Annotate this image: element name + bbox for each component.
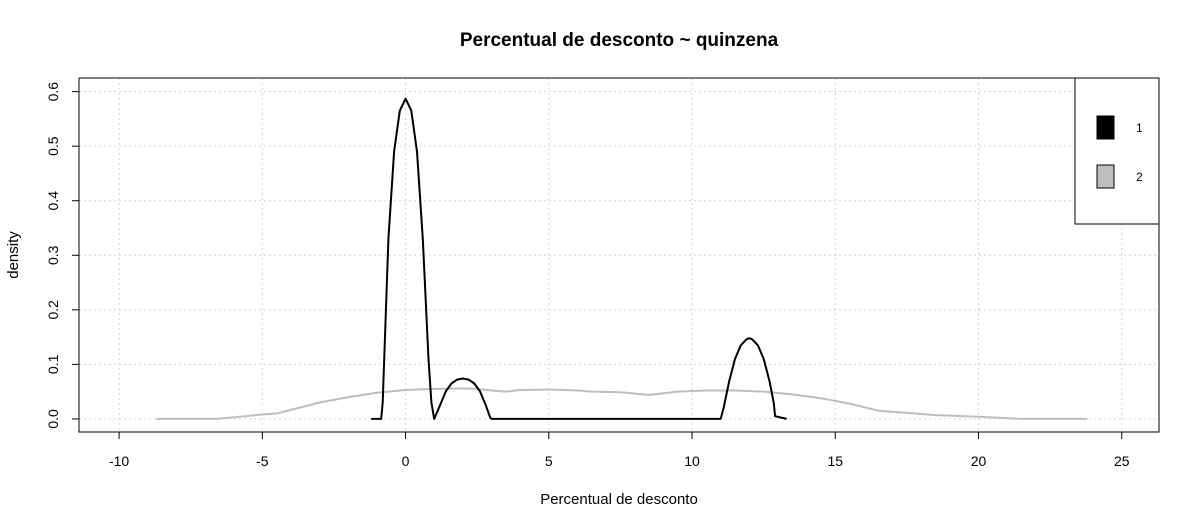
x-tick-label: -5 bbox=[256, 453, 269, 469]
legend-label-2: 2 bbox=[1136, 170, 1143, 184]
y-tick-label: 0.2 bbox=[45, 300, 61, 320]
x-axis-label: Percentual de desconto bbox=[540, 491, 698, 508]
x-tick-label: 5 bbox=[545, 453, 553, 469]
y-axis: 0.0 0.1 0.2 0.3 0.4 0.5 0.6 bbox=[45, 82, 80, 429]
chart-title: Percentual de desconto ~ quinzena bbox=[460, 30, 779, 51]
y-tick-label: 0.6 bbox=[45, 82, 61, 102]
x-tick-label: 0 bbox=[402, 453, 410, 469]
legend-swatch-1 bbox=[1096, 115, 1115, 140]
legend: 1 2 bbox=[1074, 77, 1160, 225]
y-axis-label: density bbox=[5, 231, 22, 279]
x-tick-label: 10 bbox=[684, 453, 700, 469]
y-tick-label: 0.5 bbox=[45, 136, 61, 156]
series-line-1 bbox=[371, 97, 787, 420]
y-tick-label: 0.1 bbox=[45, 354, 61, 374]
series-layer bbox=[156, 97, 1088, 420]
x-axis: -10 -5 0 5 10 15 20 25 bbox=[109, 431, 1130, 469]
legend-swatch-2 bbox=[1096, 164, 1115, 189]
series-line-2 bbox=[156, 387, 1088, 420]
y-tick-label: 0.4 bbox=[45, 191, 61, 211]
x-tick-label: 20 bbox=[971, 453, 987, 469]
y-tick-label: 0.0 bbox=[45, 409, 61, 429]
x-tick-label: -10 bbox=[109, 453, 129, 469]
legend-label-1: 1 bbox=[1136, 121, 1143, 135]
grid-lines bbox=[79, 78, 1159, 432]
x-tick-label: 25 bbox=[1114, 453, 1130, 469]
x-tick-label: 15 bbox=[827, 453, 843, 469]
y-tick-label: 0.3 bbox=[45, 245, 61, 265]
legend-box bbox=[1074, 77, 1160, 225]
